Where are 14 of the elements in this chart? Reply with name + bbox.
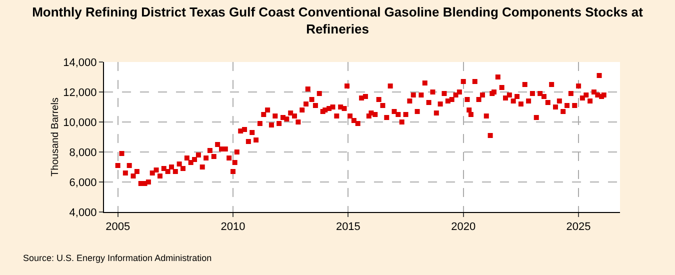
y-tick-label: 10,000 bbox=[63, 116, 97, 129]
source-note: Source: U.S. Energy Information Administration bbox=[23, 253, 212, 263]
y-tick-label: 12,000 bbox=[63, 86, 97, 99]
y-axis-title: Thousand Barrels bbox=[50, 98, 62, 176]
x-tick-label: 2010 bbox=[220, 221, 246, 234]
y-tick-label: 6,000 bbox=[69, 176, 97, 189]
x-tick-label: 2020 bbox=[451, 221, 476, 234]
x-tick-label: 2005 bbox=[106, 221, 130, 234]
x-tick-label: 2025 bbox=[566, 221, 591, 234]
chart-title: Monthly Refining District Texas Gulf Coast Conventional Gasoline Blending Components Stocks at Refineries bbox=[32, 4, 644, 36]
y-tick-label: 4,000 bbox=[69, 206, 97, 219]
y-tick-label: 14,000 bbox=[63, 56, 97, 69]
y-tick-label: 8,000 bbox=[69, 146, 97, 159]
x-tick-label: 2015 bbox=[336, 221, 360, 234]
